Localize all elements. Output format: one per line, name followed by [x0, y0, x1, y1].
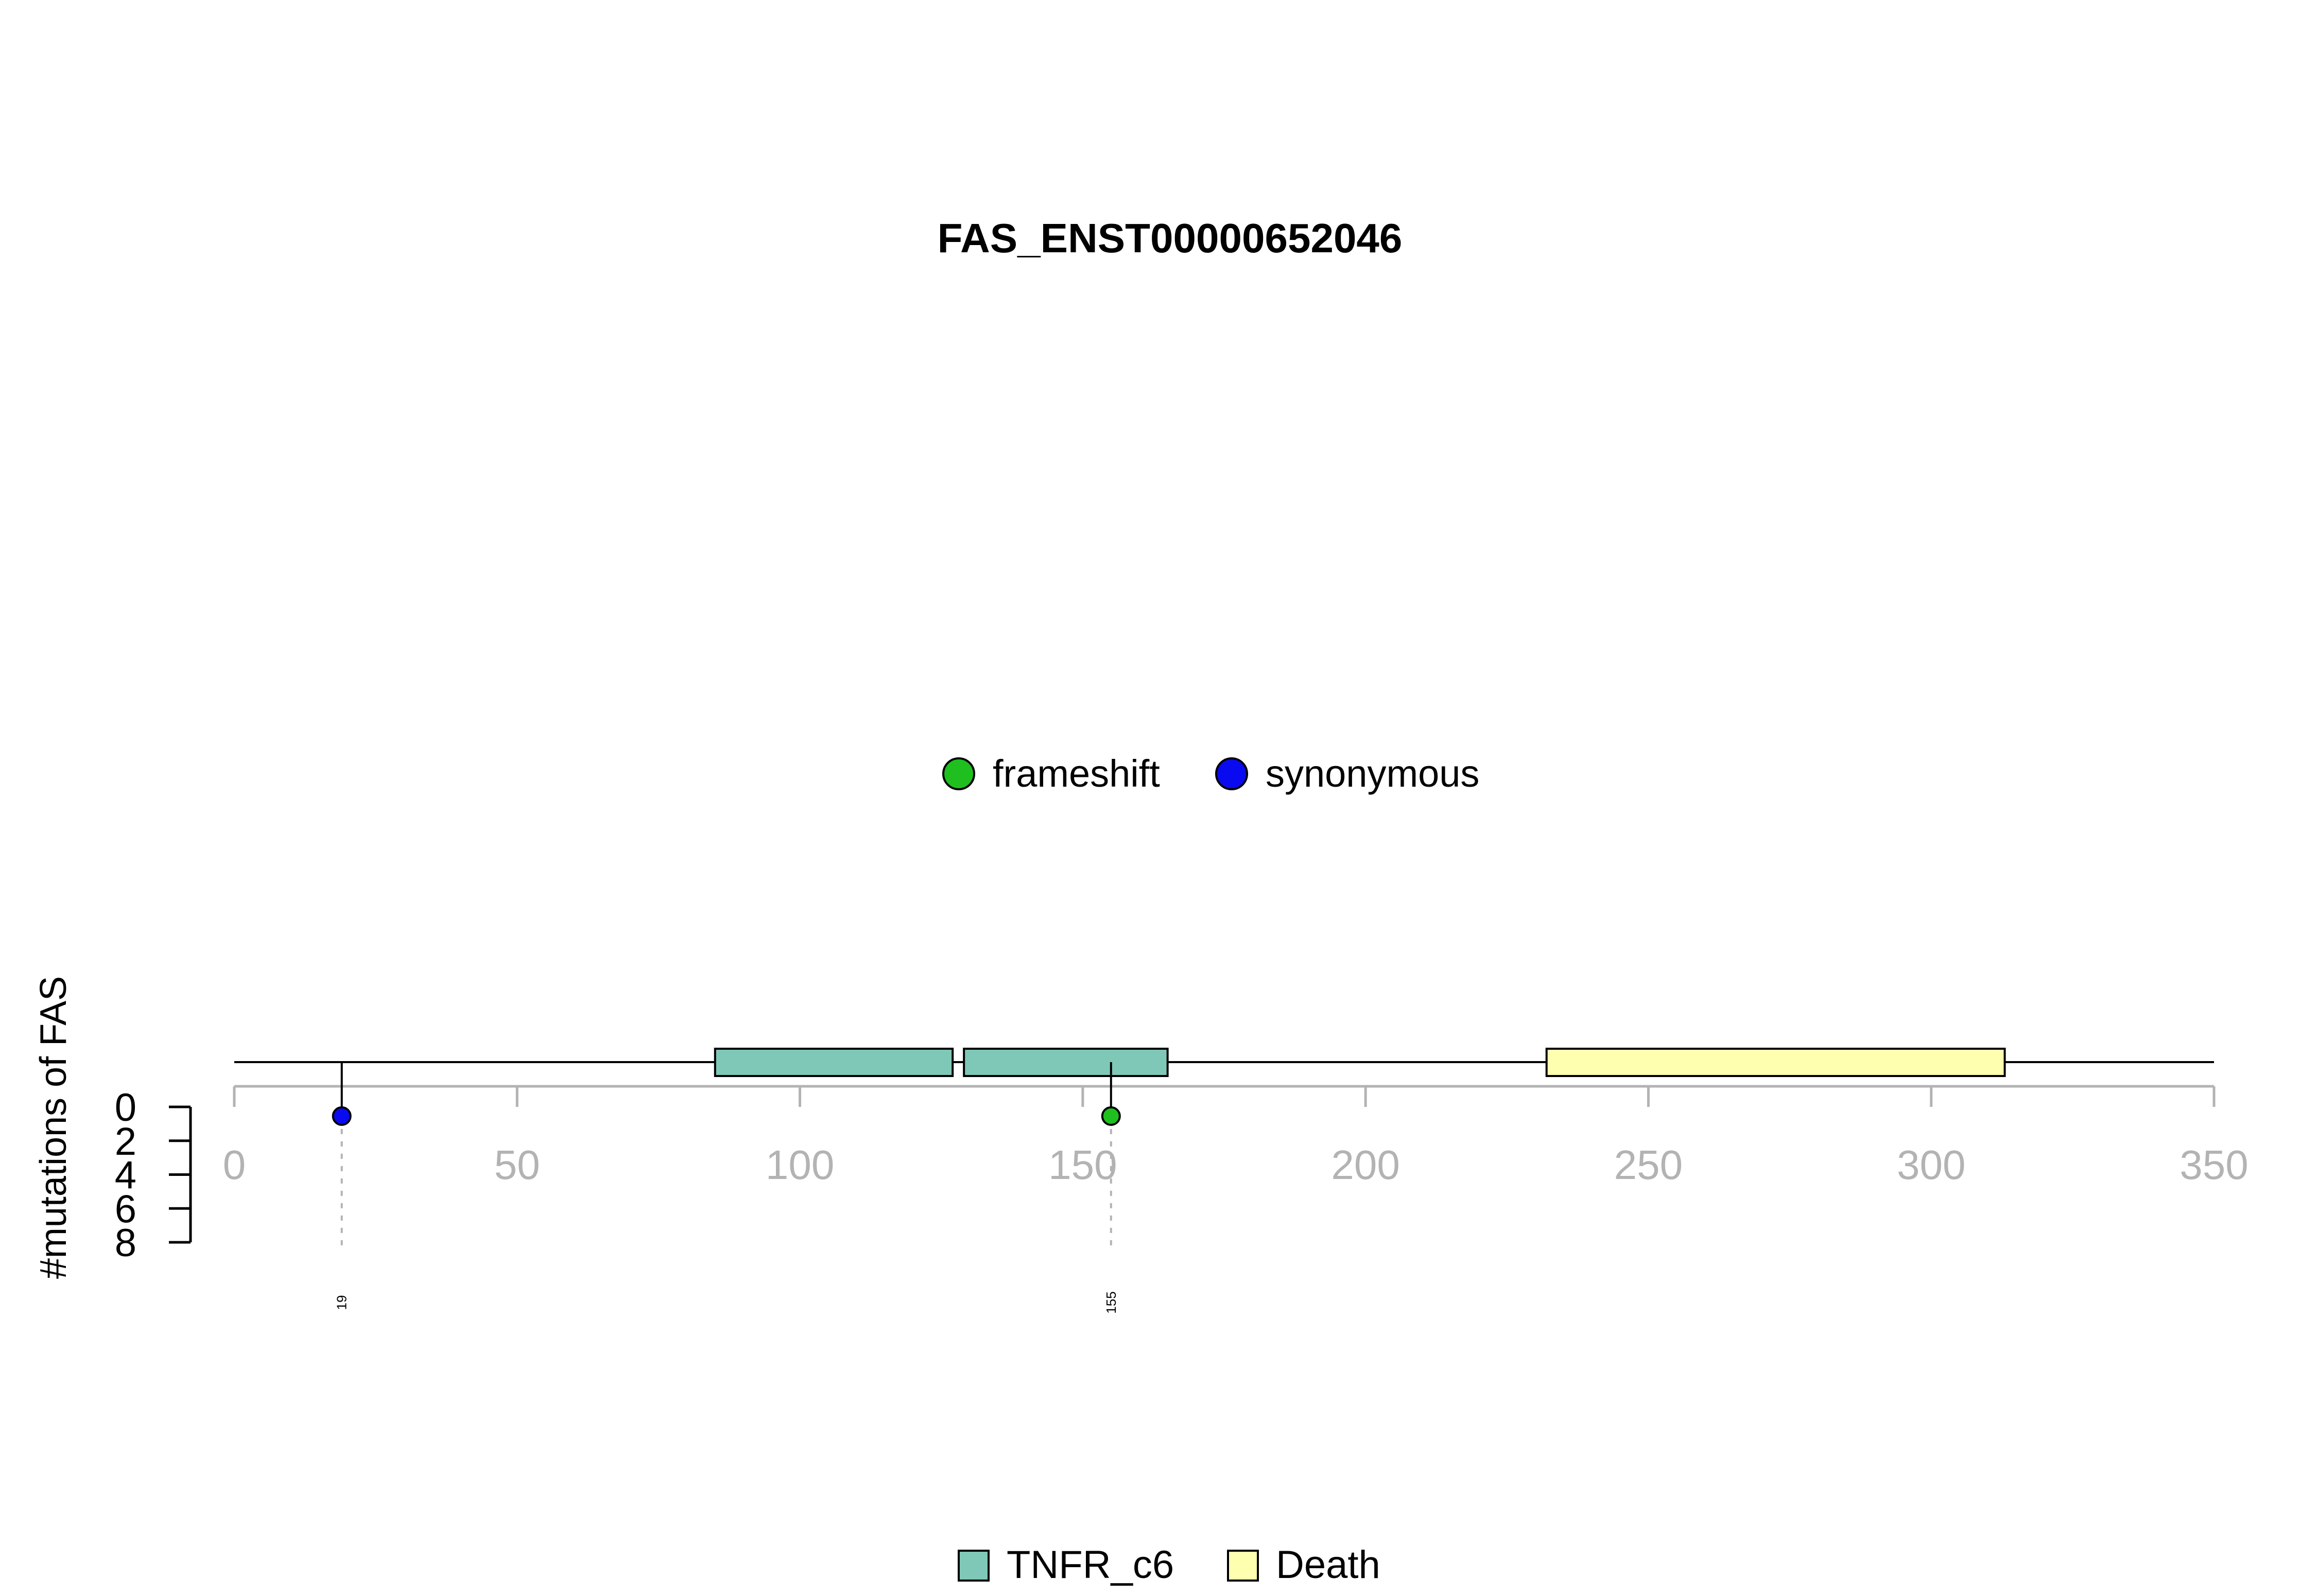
- mutation-legend: frameshift synonymous: [942, 752, 1479, 795]
- mutation-stems: 19 155: [332, 1062, 1121, 1314]
- y-tick-label-6: 6: [115, 1187, 136, 1231]
- x-axis: 0 50 100 150 200 250 300 350: [223, 1085, 2249, 1188]
- y-tick-label-0: 0: [115, 1086, 136, 1130]
- x-tick-label-250: 250: [1614, 1142, 1683, 1188]
- legend-swatch-death: [1227, 1550, 1259, 1582]
- y-tick-label-8: 8: [115, 1221, 136, 1265]
- domain-death-2: [1545, 1048, 2006, 1077]
- y-tick-label-4: 4: [115, 1154, 136, 1198]
- x-tick-label-300: 300: [1897, 1142, 1965, 1188]
- legend-label-death: Death: [1276, 1543, 1380, 1587]
- domain-tnfr_c6-1: [963, 1048, 1169, 1077]
- legend-swatch-tnfr_c6: [958, 1550, 990, 1582]
- mutation-label-19: 19: [334, 1295, 350, 1310]
- legend-marker-synonymous: [1215, 757, 1248, 790]
- mutation-label-155: 155: [1103, 1291, 1119, 1313]
- x-tick-label-150: 150: [1048, 1142, 1117, 1188]
- mutation-point-155: [1101, 1106, 1121, 1126]
- domain-tnfr_c6-0: [714, 1048, 954, 1077]
- mutation-point-19: [332, 1106, 352, 1126]
- chart-title: FAS_ENST00000652046: [938, 215, 1403, 261]
- x-tick-label-50: 50: [494, 1142, 540, 1188]
- x-tick-label-350: 350: [2180, 1142, 2248, 1188]
- legend-marker-frameshift: [942, 757, 975, 790]
- x-tick-label-100: 100: [766, 1142, 834, 1188]
- domain-legend: TNFR_c6 Death: [958, 1543, 1380, 1587]
- y-axis-label: #mutations of FAS: [33, 976, 74, 1279]
- x-tick-label-0: 0: [223, 1142, 246, 1188]
- y-tick-label-2: 2: [115, 1120, 136, 1164]
- protein-backbone-layer: [234, 1048, 2214, 1077]
- legend-label-tnfr_c6: TNFR_c6: [1007, 1543, 1174, 1587]
- legend-label-frameshift: frameshift: [993, 752, 1160, 795]
- legend-label-synonymous: synonymous: [1266, 752, 1479, 795]
- x-tick-label-200: 200: [1331, 1142, 1399, 1188]
